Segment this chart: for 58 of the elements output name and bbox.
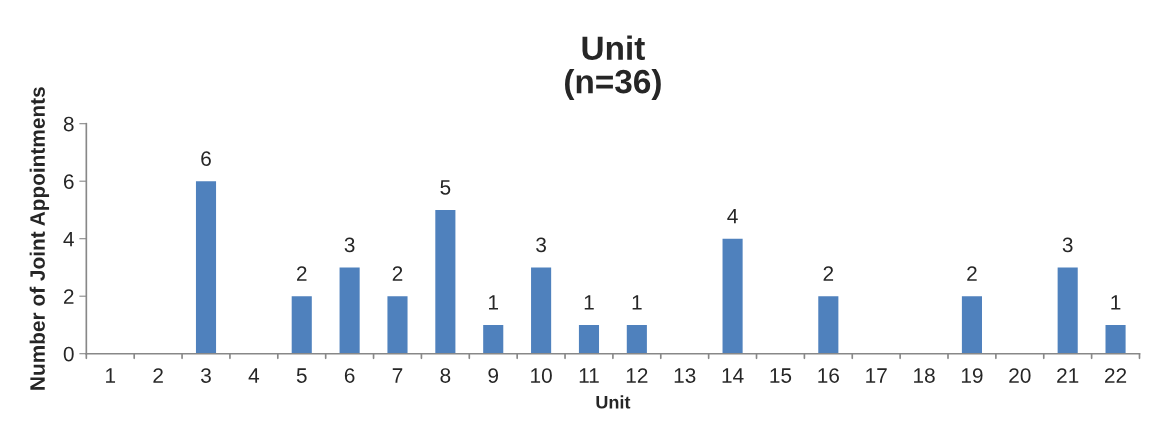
data-label: 3 xyxy=(1062,237,1073,253)
x-tick-label: 5 xyxy=(296,368,307,383)
data-label: 1 xyxy=(632,295,642,310)
x-tick-label: 21 xyxy=(1057,368,1079,383)
x-tick-label: 2 xyxy=(153,368,163,383)
bar xyxy=(435,209,456,354)
x-tick-label: 8 xyxy=(440,368,451,383)
data-label: 2 xyxy=(297,266,307,281)
bar xyxy=(1105,324,1126,354)
y-tick-label: 2 xyxy=(63,289,74,304)
y-tick-label: 4 xyxy=(63,231,74,247)
x-tick-label: 20 xyxy=(1009,368,1031,383)
y-tick-label: 0 xyxy=(63,346,74,362)
x-tick-label: 7 xyxy=(392,368,403,383)
bar xyxy=(195,181,217,354)
y-tick-label: 6 xyxy=(63,174,74,189)
x-tick-label: 18 xyxy=(914,368,935,383)
data-label: 1 xyxy=(584,295,594,310)
y-tick-label: 8 xyxy=(63,116,74,132)
x-tick-label: 14 xyxy=(722,368,744,383)
bar xyxy=(387,296,408,354)
x-tick-label: 22 xyxy=(1105,368,1127,383)
data-label: 1 xyxy=(489,295,499,310)
x-tick-label: 17 xyxy=(866,368,887,383)
x-axis-title: Unit xyxy=(596,395,631,409)
bar xyxy=(339,267,360,354)
bar xyxy=(291,296,312,354)
x-tick-label: 13 xyxy=(674,368,696,383)
x-tick-label: 1 xyxy=(106,368,116,383)
x-tick-label: 11 xyxy=(579,368,599,383)
data-label: 2 xyxy=(967,266,977,281)
data-label: 4 xyxy=(727,208,738,224)
data-label: 2 xyxy=(392,266,403,281)
x-tick-label: 3 xyxy=(201,368,211,383)
bar xyxy=(483,324,504,354)
data-label: 3 xyxy=(536,237,546,253)
x-tick-label: 15 xyxy=(770,368,792,383)
data-label: 2 xyxy=(823,266,834,281)
data-label: 1 xyxy=(1111,295,1121,310)
data-label: 3 xyxy=(344,237,355,253)
x-tick-label: 19 xyxy=(961,368,983,383)
bar xyxy=(578,324,600,354)
bar xyxy=(818,296,839,354)
x-tick-label: 16 xyxy=(818,368,839,383)
x-tick-label: 10 xyxy=(531,368,552,383)
bar xyxy=(1057,267,1078,354)
bar xyxy=(626,324,647,354)
chart-title: Unit (n=36) xyxy=(565,35,661,101)
bar xyxy=(961,296,982,354)
bar xyxy=(531,267,552,354)
x-tick-label: 6 xyxy=(344,368,355,383)
y-axis-title: Number of Joint Appointments xyxy=(29,87,50,390)
bar xyxy=(722,238,743,354)
data-label: 6 xyxy=(201,151,211,166)
x-tick-label: 4 xyxy=(248,368,260,383)
data-label: 5 xyxy=(440,180,451,195)
x-tick-label: 12 xyxy=(626,368,648,383)
x-tick-label: 9 xyxy=(488,368,499,383)
